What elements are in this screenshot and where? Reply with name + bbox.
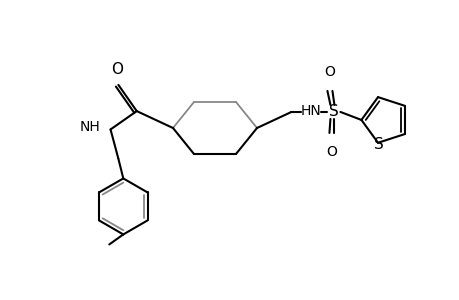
Text: O: O	[111, 62, 123, 77]
Text: S: S	[373, 137, 383, 152]
Text: S: S	[328, 104, 337, 119]
Text: HN: HN	[300, 104, 321, 118]
Text: O: O	[323, 65, 334, 79]
Text: O: O	[325, 145, 336, 159]
Text: NH: NH	[79, 120, 101, 134]
